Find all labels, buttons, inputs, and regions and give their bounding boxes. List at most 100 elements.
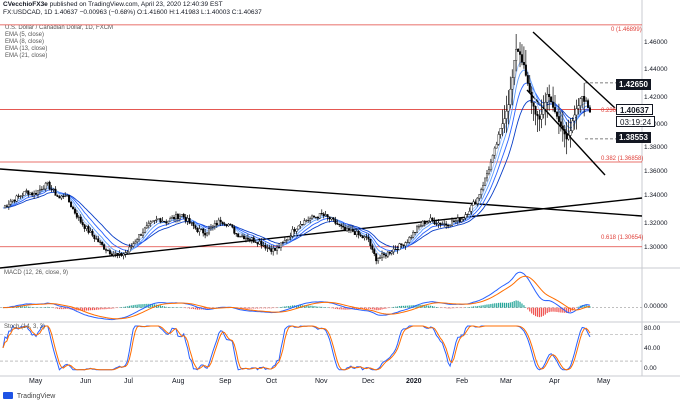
- macd-histogram-bar: [169, 307, 171, 308]
- macd-histogram-bar: [534, 307, 537, 317]
- candle-body: [233, 226, 236, 234]
- candle-body: [221, 221, 224, 224]
- macd-histogram-bar: [338, 307, 340, 310]
- x-tick-label: May: [29, 378, 43, 385]
- macd-histogram-bar: [87, 307, 90, 311]
- candle-body: [307, 219, 310, 221]
- macd-histogram-bar: [134, 304, 136, 308]
- candle-body: [116, 253, 119, 255]
- candle-body: [103, 244, 106, 250]
- candle-body: [143, 227, 146, 233]
- candle-body: [105, 249, 108, 251]
- candle-body: [340, 224, 343, 227]
- macd-histogram-bar: [247, 307, 249, 309]
- candle-body: [178, 215, 181, 219]
- candle-body: [122, 253, 125, 256]
- macd-histogram-bar: [64, 307, 66, 310]
- candle-body: [414, 231, 417, 233]
- legend-ema-13: EMA (13, close): [5, 46, 48, 52]
- candle-body: [330, 217, 333, 220]
- candle-body: [437, 222, 440, 225]
- candle-body: [206, 232, 209, 236]
- macd-histogram-bar: [80, 307, 82, 311]
- candle-body: [452, 220, 455, 222]
- candle-body: [283, 240, 286, 243]
- macd-histogram-bar: [140, 304, 142, 308]
- candle-body: [276, 247, 279, 251]
- macd-histogram-bar: [99, 307, 101, 310]
- candle-body: [285, 239, 288, 241]
- macd-histogram-bar: [369, 307, 371, 310]
- macd-histogram-bar: [373, 307, 375, 310]
- macd-histogram-bar: [330, 307, 333, 309]
- candle-body: [544, 102, 547, 110]
- candle-body: [196, 228, 199, 232]
- candle-body: [281, 242, 284, 244]
- macd-histogram-bar: [192, 307, 195, 310]
- candle-body: [33, 193, 36, 196]
- candle-body: [472, 201, 475, 206]
- macd-histogram-bar: [163, 306, 165, 308]
- candle-body: [40, 188, 43, 190]
- macd-histogram-bar: [385, 307, 387, 309]
- candle-body: [272, 247, 275, 252]
- macd-histogram-bar: [95, 307, 97, 310]
- fib-label-0618: 0.618 (1.30654): [601, 235, 644, 241]
- macd-histogram-bar: [23, 306, 25, 308]
- x-tick-label: Aug: [172, 378, 185, 385]
- macd-histogram-bar: [515, 300, 517, 308]
- candle-body: [427, 221, 430, 223]
- macd-histogram-bar: [305, 305, 307, 308]
- candle-body: [215, 223, 218, 226]
- candle-body: [15, 195, 18, 202]
- candle-body: [579, 98, 582, 106]
- candle-body: [194, 225, 197, 229]
- macd-histogram-bar: [290, 305, 292, 308]
- candle-body: [126, 251, 129, 253]
- candle-body: [316, 216, 319, 219]
- candle-body: [262, 245, 265, 247]
- macd-histogram-bar: [356, 307, 358, 310]
- candle-body: [505, 110, 508, 119]
- macd-histogram-bar: [492, 303, 494, 308]
- candle-body: [312, 215, 315, 218]
- candle-body: [421, 220, 424, 226]
- macd-histogram-bar: [91, 307, 94, 311]
- macd-histogram-bar: [31, 307, 33, 308]
- macd-histogram-bar: [21, 306, 24, 308]
- legend-ema-5: EMA (5, close): [5, 32, 45, 38]
- macd-histogram-bar: [589, 306, 591, 308]
- candle-body: [396, 249, 399, 251]
- macd-histogram-bar: [346, 307, 348, 310]
- y-tick-label: 1.40000: [644, 121, 668, 128]
- trendline-descending: [0, 168, 643, 217]
- macd-histogram-bar: [517, 300, 519, 308]
- macd-histogram-bar: [29, 306, 31, 308]
- candle-body: [293, 229, 296, 232]
- macd-histogram-bar: [410, 305, 412, 308]
- chart-header-line-1: CVecchioFX3e published on TradingView.co…: [3, 1, 223, 9]
- candle-body: [68, 195, 71, 203]
- candle-body: [50, 188, 53, 190]
- candle-body: [48, 181, 51, 190]
- instrument-title: U.S. Dollar / Canadian Dollar, 1D, FXCM: [5, 25, 114, 31]
- ema-21-line: [2, 100, 591, 248]
- macd-histogram-bar: [128, 305, 130, 308]
- macd-histogram-bar: [381, 307, 383, 310]
- candle-body: [552, 101, 555, 108]
- macd-histogram-bar: [558, 307, 560, 313]
- macd-histogram-bar: [332, 307, 335, 309]
- candle-body: [346, 228, 349, 232]
- macd-histogram-bar: [542, 307, 544, 316]
- candle-body: [450, 220, 453, 226]
- candle-body: [375, 253, 378, 262]
- tradingview-footer[interactable]: TradingView: [3, 392, 55, 400]
- candle-body: [429, 217, 432, 222]
- candle-body: [56, 195, 59, 197]
- macd-histogram-bar: [161, 305, 163, 308]
- candle-body: [318, 213, 321, 219]
- candle-body: [258, 241, 261, 245]
- macd-histogram-bar: [536, 307, 539, 317]
- candle-body: [338, 224, 341, 226]
